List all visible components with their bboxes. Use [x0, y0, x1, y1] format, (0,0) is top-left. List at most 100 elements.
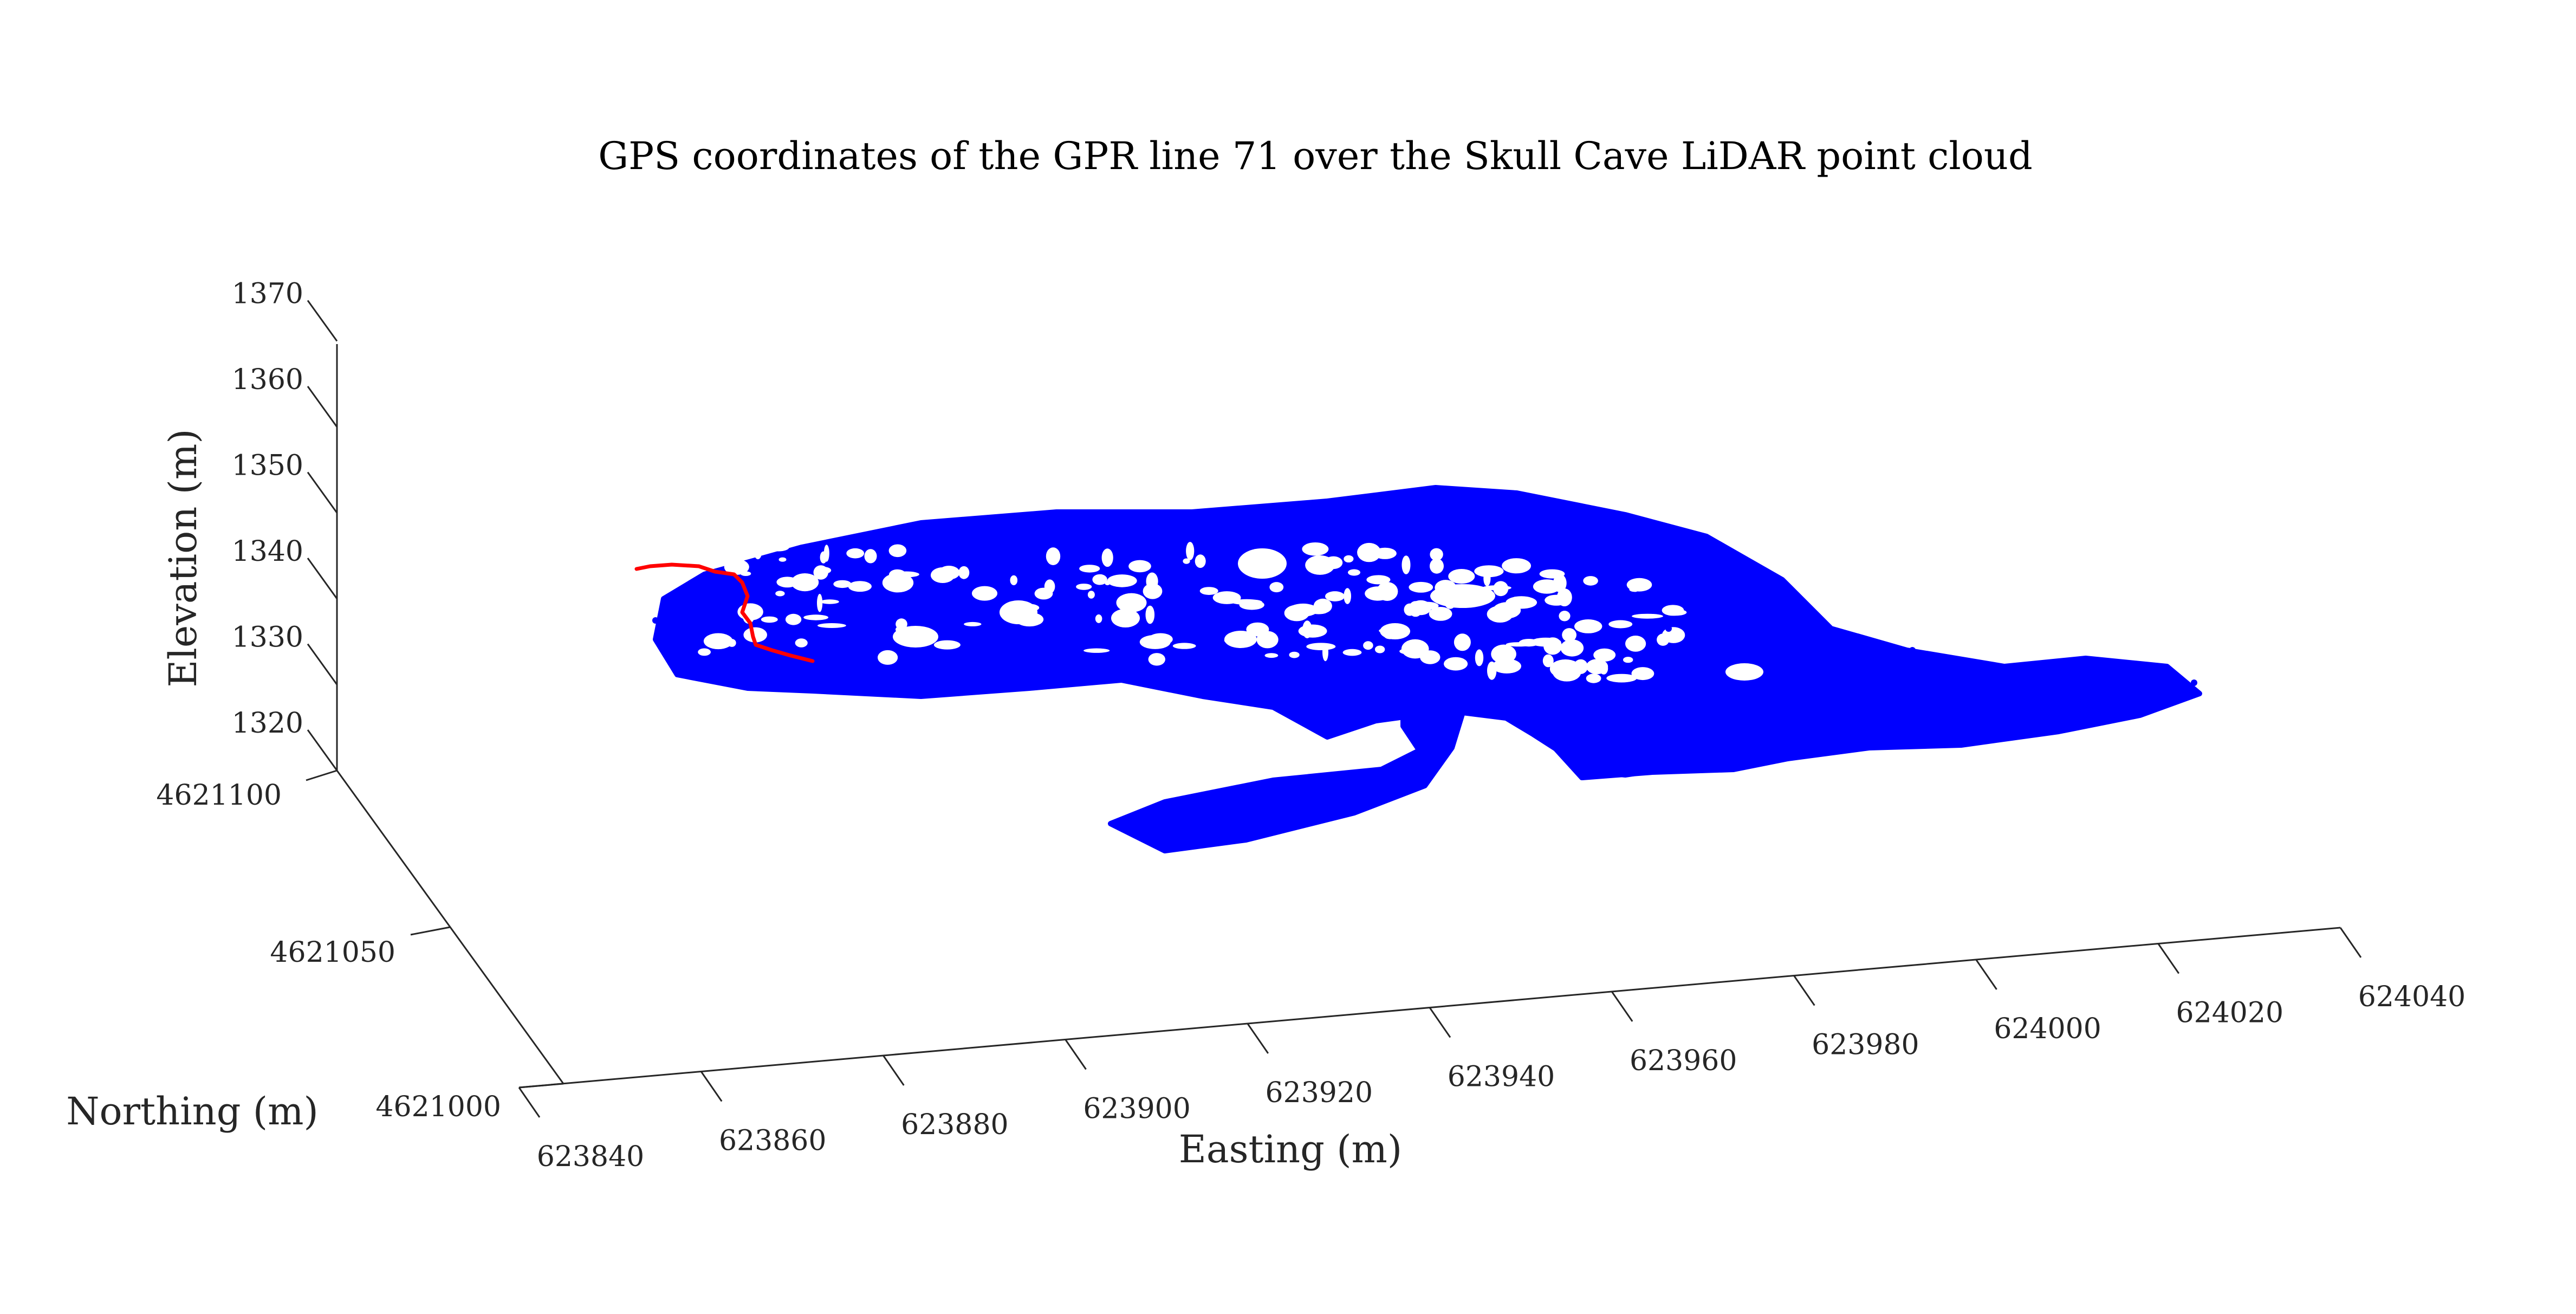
- cloud-gap: [1530, 637, 1561, 647]
- x-tick-label: 624000: [1994, 1013, 2101, 1045]
- cloud-gap: [1502, 558, 1532, 574]
- cloud-gap: [1632, 613, 1663, 619]
- cloud-gap: [1264, 653, 1279, 658]
- cloud-gap: [864, 549, 877, 564]
- cloud-gap: [1487, 605, 1513, 623]
- cloud-gap: [1092, 574, 1107, 585]
- cloud-gap: [1305, 555, 1335, 575]
- cloud-gap: [1420, 650, 1441, 664]
- z-tick-label: 1360: [232, 364, 303, 396]
- cloud-gap: [1366, 575, 1391, 585]
- gpr-line-path: [634, 562, 815, 663]
- x-tick-mark: [1793, 975, 1815, 1006]
- cloud-gap: [1199, 587, 1218, 595]
- point-cloud: [652, 485, 2202, 853]
- cloud-point: [1698, 631, 1704, 637]
- chart-title: GPS coordinates of the GPR line 71 over …: [598, 134, 2033, 178]
- cloud-gap: [1377, 582, 1398, 601]
- cloud-gap: [1076, 584, 1092, 590]
- z-tick-mark: [307, 643, 338, 685]
- y-tick-mark: [518, 1083, 564, 1089]
- cloud-gap: [1444, 657, 1468, 671]
- cloud-gap: [1586, 674, 1601, 683]
- x-tick-label: 623940: [1448, 1061, 1555, 1093]
- cloud-gap: [775, 591, 785, 597]
- cloud-gap: [1010, 575, 1018, 586]
- cloud-gap: [1606, 674, 1637, 683]
- point-cloud-main-body: [653, 485, 2202, 780]
- x-tick-mark: [1975, 959, 1997, 990]
- cloud-gap: [964, 622, 982, 626]
- y-tick-label: 4621100: [156, 779, 282, 812]
- cloud-gap: [1289, 651, 1300, 658]
- cloud-gap: [698, 648, 711, 656]
- cloud-gap: [1542, 654, 1554, 668]
- cloud-gap: [1284, 605, 1309, 622]
- x-tick-mark: [700, 1071, 723, 1102]
- x-tick-label: 623880: [901, 1109, 1009, 1141]
- cloud-gap: [878, 650, 898, 665]
- cloud-gap: [1474, 565, 1504, 578]
- cloud-gap: [1128, 560, 1151, 573]
- cloud-gap: [1586, 659, 1608, 675]
- cloud-gap: [817, 623, 846, 628]
- y-tick-label: 4621000: [375, 1091, 501, 1123]
- cloud-gap: [795, 638, 808, 648]
- y-axis-label: Northing (m): [66, 1089, 319, 1134]
- cloud-gap: [1725, 663, 1763, 681]
- cloud-gap: [1562, 628, 1577, 642]
- cloud-gap: [930, 567, 955, 583]
- x-tick-mark: [1429, 1007, 1451, 1038]
- cloud-gap: [1172, 643, 1196, 649]
- z-tick-mark: [307, 386, 338, 428]
- cloud-gap: [1148, 653, 1165, 666]
- cloud-gap: [754, 545, 762, 560]
- cloud-gap: [1195, 554, 1206, 568]
- cloud-gap: [1559, 611, 1571, 622]
- x-axis-label: Easting (m): [1179, 1127, 1402, 1171]
- y-tick-label: 4621050: [270, 936, 395, 969]
- cloud-gap: [1631, 667, 1654, 681]
- cloud-gap: [817, 593, 823, 612]
- cloud-point: [1801, 633, 1807, 640]
- cloud-gap: [1625, 636, 1646, 652]
- cloud-gap: [1344, 588, 1351, 604]
- cloud-point: [1866, 644, 1872, 651]
- cloud-gap: [1095, 614, 1102, 623]
- cloud-gap: [1046, 547, 1061, 565]
- cloud-gap: [820, 599, 839, 604]
- cloud-gap: [1491, 644, 1516, 664]
- point-cloud-edge-points: [652, 617, 2197, 686]
- cloud-point: [1665, 625, 1672, 632]
- cloud-gap: [882, 573, 914, 593]
- cloud-gap: [933, 640, 961, 650]
- cloud-gap: [776, 577, 798, 588]
- cloud-gap: [1506, 596, 1537, 609]
- cloud-gap: [1629, 587, 1639, 592]
- cloud-gap: [1348, 569, 1360, 576]
- x-tick-label: 623900: [1083, 1093, 1191, 1125]
- cloud-gap: [1401, 555, 1411, 574]
- x-tick-label: 623920: [1266, 1077, 1373, 1109]
- cloud-gap: [1139, 635, 1171, 649]
- z-ticks: 1320 1330 1340 1350 1360 1370: [232, 278, 338, 771]
- cloud-gap: [888, 569, 906, 580]
- x-tick-mark: [2339, 927, 2362, 958]
- cloud-gap: [1383, 631, 1397, 639]
- cloud-gap: [697, 560, 713, 565]
- cloud-gap: [1410, 600, 1432, 616]
- cloud-gap: [1430, 548, 1443, 561]
- cloud-gap: [768, 543, 789, 552]
- cloud-gap: [1224, 631, 1257, 648]
- cloud-point: [652, 617, 659, 624]
- z-axis-label: Elevation (m): [161, 429, 205, 687]
- cloud-gap: [1087, 591, 1095, 599]
- cloud-gap: [1573, 659, 1588, 674]
- z-tick-label: 1350: [232, 450, 303, 482]
- z-tick-label: 1370: [232, 278, 303, 310]
- x-tick-mark: [1611, 991, 1633, 1022]
- cloud-gap: [743, 627, 767, 643]
- cloud-gap: [1105, 580, 1111, 586]
- cloud-gap: [1430, 584, 1495, 608]
